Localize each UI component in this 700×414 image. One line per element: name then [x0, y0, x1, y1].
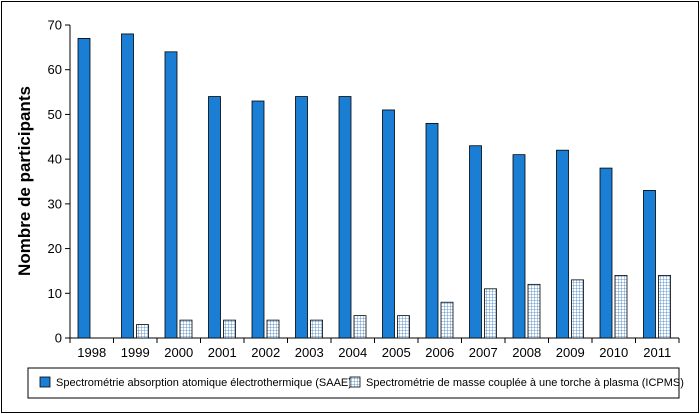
bar-icpms — [571, 279, 584, 339]
legend-label-saae: Spectrométrie absorption atomique électr… — [56, 377, 352, 389]
x-tick-label: 2009 — [556, 345, 585, 360]
x-tick-label: 1998 — [77, 345, 106, 360]
bar-icpms — [136, 324, 149, 339]
bar-saae — [295, 96, 308, 339]
x-tick-label: 2006 — [425, 345, 454, 360]
bar-saae — [121, 33, 134, 339]
bar-icpms — [527, 283, 541, 339]
bar-icpms — [440, 301, 454, 339]
bar-saae — [382, 109, 395, 339]
x-tick-label: 2004 — [338, 345, 367, 360]
y-tick-label: 60 — [48, 62, 62, 77]
x-tick-label: 2001 — [208, 345, 237, 360]
bar-icpms — [353, 315, 367, 339]
bar-saae — [164, 51, 178, 339]
bar-saae — [512, 154, 526, 339]
y-tick-label: 10 — [48, 286, 62, 301]
x-tick-label: 2007 — [469, 345, 498, 360]
y-tick-label: 0 — [55, 331, 62, 346]
bar-saae — [251, 100, 265, 339]
x-tick-label: 2005 — [382, 345, 411, 360]
bar-icpms — [397, 315, 410, 339]
legend-swatch-icpms — [349, 376, 361, 388]
legend-swatch-saae — [39, 376, 51, 388]
bar-icpms — [179, 319, 193, 339]
x-tick-label: 2003 — [295, 345, 324, 360]
bar-saae — [77, 38, 91, 339]
bar-saae — [643, 190, 656, 339]
bar-icpms — [614, 274, 628, 339]
y-tick-label: 70 — [48, 18, 62, 33]
x-tick-label: 2002 — [251, 345, 280, 360]
legend: Spectrométrie absorption atomique électr… — [27, 367, 684, 399]
bar-icpms — [658, 274, 671, 339]
x-tick-label: 2000 — [164, 345, 193, 360]
y-tick-label: 30 — [48, 196, 62, 211]
bar-saae — [338, 96, 352, 339]
x-tick-label: 2010 — [599, 345, 628, 360]
legend-label-icpms: Spectrométrie de masse couplée à une tor… — [366, 377, 684, 389]
bar-saae — [469, 145, 482, 339]
y-tick-label: 40 — [48, 152, 62, 167]
bar-icpms — [266, 319, 280, 339]
y-tick-label: 20 — [48, 241, 62, 256]
bar-saae — [208, 96, 221, 339]
bar-saae — [425, 122, 439, 339]
plot-area: 0 10 20 30 40 50 60 70 1998 1999 2000 2001 2002 2003 2… — [48, 18, 680, 360]
bar-icpms — [484, 288, 497, 339]
x-tick-label: 2008 — [512, 345, 541, 360]
y-axis-label: Nombre de participants — [15, 86, 34, 276]
x-tick-label: 1999 — [121, 345, 150, 360]
bar-icpms — [310, 319, 323, 339]
bar-saae — [599, 167, 613, 339]
x-tick-label: 2011 — [643, 345, 671, 360]
y-tick-label: 50 — [48, 107, 62, 122]
bar-saae — [556, 149, 569, 339]
bar-icpms — [223, 319, 236, 339]
